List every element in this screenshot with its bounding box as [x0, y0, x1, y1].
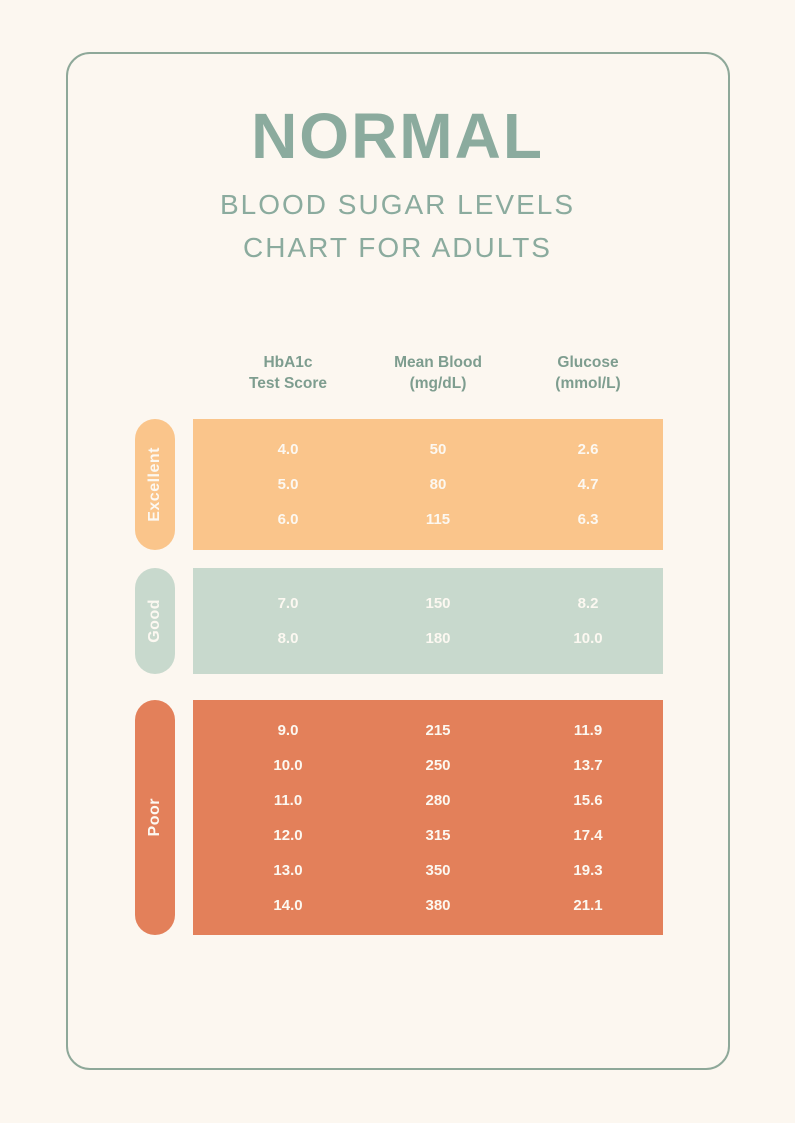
section-band-good: 7.0 150 8.2 8.0 180 10.0 [193, 568, 663, 674]
table-row: 12.0 315 17.4 [213, 818, 663, 853]
page-subtitle: BLOOD SUGAR LEVELS CHART FOR ADULTS [0, 183, 795, 269]
column-header-mean-blood: Mean Blood (mg/dL) [394, 354, 482, 392]
table-cell: 250 [425, 756, 451, 774]
table-cell: 4.7 [577, 476, 599, 493]
table-cell: 21.1 [573, 896, 603, 914]
table-cell: 350 [425, 861, 451, 879]
table-cell: 80 [429, 476, 447, 493]
table-cell: 11.9 [573, 721, 603, 739]
section-label-pill-poor: Poor [135, 700, 175, 935]
table-cell: 13.0 [273, 861, 303, 879]
table-cell: 14.0 [273, 896, 303, 914]
blood-sugar-table: HbA1c Test Score Mean Blood (mg/dL) Gluc… [135, 352, 663, 935]
table-cell: 7.0 [277, 595, 299, 612]
table-cell: 380 [425, 896, 451, 914]
table-row: 11.0 280 15.6 [213, 783, 663, 818]
table-row: 9.0 215 11.9 [213, 713, 663, 748]
table-cell: 9.0 [277, 721, 299, 739]
table-cell: 315 [425, 826, 451, 844]
page-title: NORMAL [251, 100, 544, 172]
section-good: Good 7.0 150 8.2 8.0 180 10.0 [135, 568, 663, 674]
table-cell: 50 [429, 441, 447, 458]
table-cell: 6.3 [577, 511, 599, 528]
table-cell: 5.0 [277, 476, 299, 493]
section-label: Poor [146, 798, 163, 837]
section-label-pill-good: Good [135, 568, 175, 674]
table-row: 10.0 250 13.7 [213, 748, 663, 783]
table-column-headers: HbA1c Test Score Mean Blood (mg/dL) Gluc… [135, 352, 663, 394]
section-label-pill-excellent: Excellent [135, 419, 175, 550]
table-row: 4.0 50 2.6 [213, 432, 663, 467]
subtitle-line-1: BLOOD SUGAR LEVELS [219, 189, 575, 220]
table-cell: 180 [425, 630, 451, 647]
table-cell: 19.3 [573, 861, 603, 879]
subtitle-line-2: CHART FOR ADULTS [243, 232, 552, 263]
table-cell: 12.0 [273, 826, 303, 844]
table-row: 13.0 350 19.3 [213, 853, 663, 888]
section-label: Excellent [146, 447, 163, 522]
section-band-excellent: 4.0 50 2.6 5.0 80 4.7 6.0 115 6.3 [193, 419, 663, 550]
table-cell: 17.4 [573, 826, 603, 844]
table-cell: 10.0 [273, 756, 303, 774]
table-cell: 10.0 [573, 630, 603, 647]
table-row: 14.0 380 21.1 [213, 888, 663, 923]
section-poor: Poor 9.0 215 11.9 10.0 250 13.7 11.0 280 15.6 12.0… [135, 700, 663, 935]
table-cell: 8.0 [277, 630, 299, 647]
table-cell: 280 [425, 791, 451, 809]
table-cell: 15.6 [573, 791, 603, 809]
section-band-poor: 9.0 215 11.9 10.0 250 13.7 11.0 280 15.6 12.0 315 1… [193, 700, 663, 935]
section-label: Good [146, 599, 163, 643]
table-cell: 115 [425, 511, 451, 528]
table-cell: 11.0 [273, 791, 303, 809]
table-cell: 13.7 [573, 756, 603, 774]
table-cell: 2.6 [577, 441, 599, 458]
border-frame [66, 52, 730, 1070]
table-row: 8.0 180 10.0 [213, 621, 663, 656]
section-excellent: Excellent 4.0 50 2.6 5.0 80 4.7 6.0 115 6.3 [135, 419, 663, 550]
chart-body: Excellent 4.0 50 2.6 5.0 80 4.7 6.0 115 6.3 Good 7.… [135, 419, 663, 935]
column-header-glucose: Glucose (mmol/L) [555, 354, 621, 392]
table-row: 5.0 80 4.7 [213, 467, 663, 502]
table-cell: 8.2 [577, 595, 599, 612]
header-spacer [135, 352, 175, 394]
title-block: NORMAL BLOOD SUGAR LEVELS CHART FOR ADUL… [0, 103, 795, 269]
table-row: 7.0 150 8.2 [213, 586, 663, 621]
table-cell: 150 [425, 595, 451, 612]
table-cell: 4.0 [277, 441, 299, 458]
table-cell: 6.0 [277, 511, 299, 528]
table-cell: 215 [425, 721, 451, 739]
column-header-hba1c: HbA1c Test Score [248, 354, 328, 392]
table-row: 6.0 115 6.3 [213, 502, 663, 537]
